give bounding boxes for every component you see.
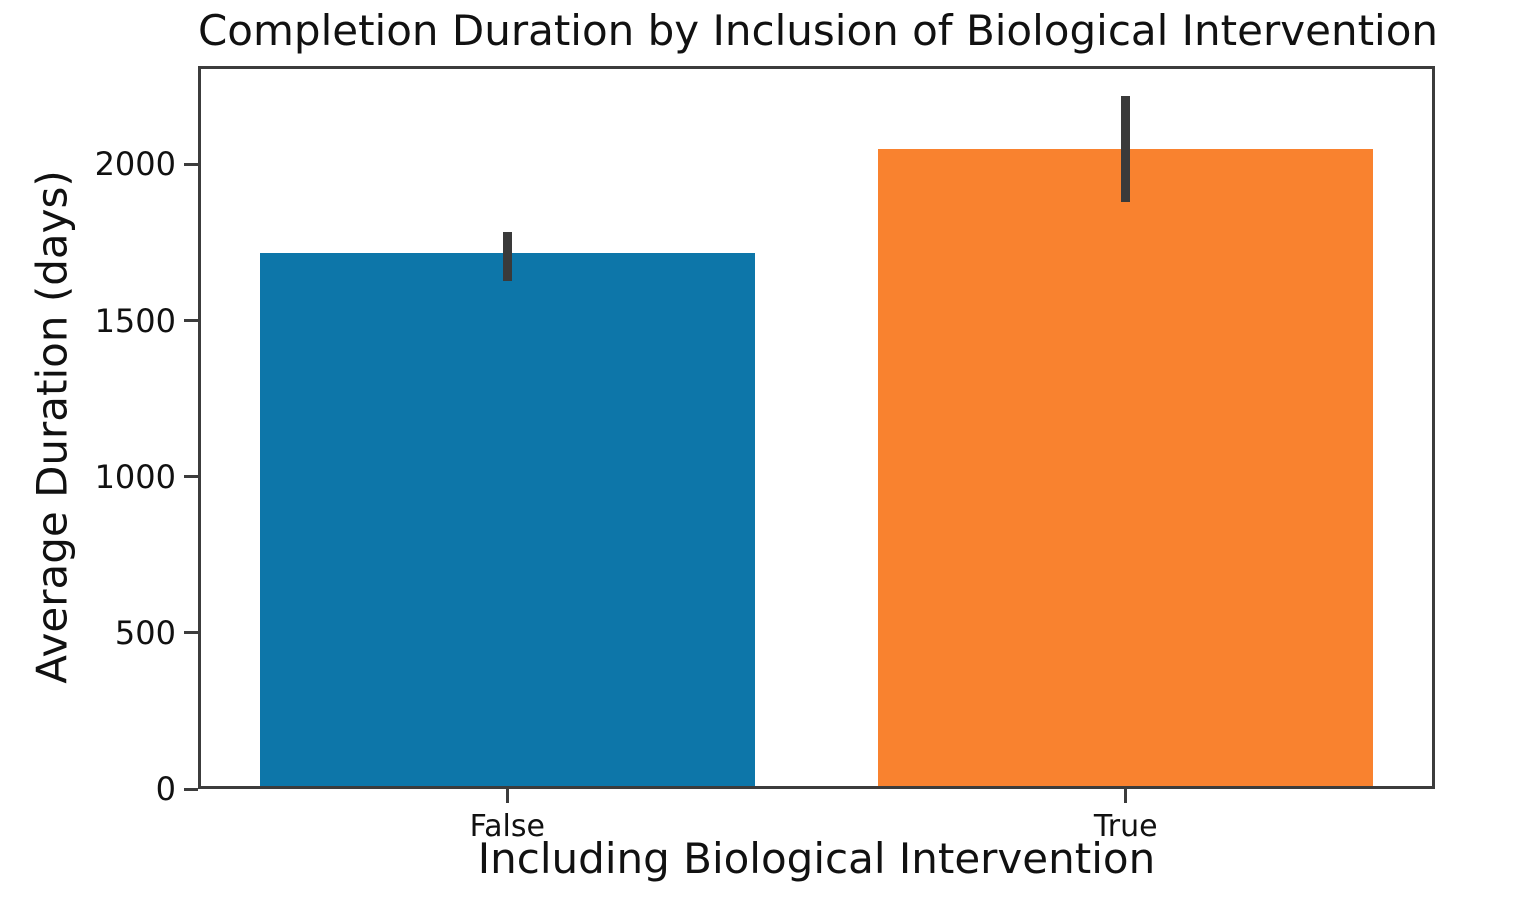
error-bar-true <box>1121 95 1131 202</box>
bar-false <box>259 253 755 789</box>
chart-title: Completion Duration by Inclusion of Biol… <box>197 6 1439 55</box>
y-tick-mark <box>184 787 198 791</box>
y-axis-label: Average Duration (days) <box>27 170 77 684</box>
y-tick-mark <box>184 475 198 479</box>
y-tick-label: 0 <box>155 770 176 808</box>
error-bar-false <box>502 231 512 282</box>
plot-area: 0 500 1000 1500 2000 False True <box>95 66 1435 844</box>
x-tick-mark <box>1124 789 1128 803</box>
y-tick-mark <box>184 162 198 166</box>
y-tick-label: 2000 <box>94 145 176 184</box>
y-tick-label: 1000 <box>94 457 176 496</box>
x-tick-mark <box>505 789 509 803</box>
y-tick-mark <box>184 631 198 635</box>
bar-true <box>878 148 1374 789</box>
y-tick-label: 500 <box>114 613 176 652</box>
y-tick-label: 1500 <box>94 301 176 340</box>
x-tick-label-true: True <box>1093 809 1158 844</box>
x-axis-label: Including Biological Intervention <box>477 834 1156 883</box>
y-tick-mark <box>184 319 198 323</box>
x-tick-label-false: False <box>469 809 545 844</box>
